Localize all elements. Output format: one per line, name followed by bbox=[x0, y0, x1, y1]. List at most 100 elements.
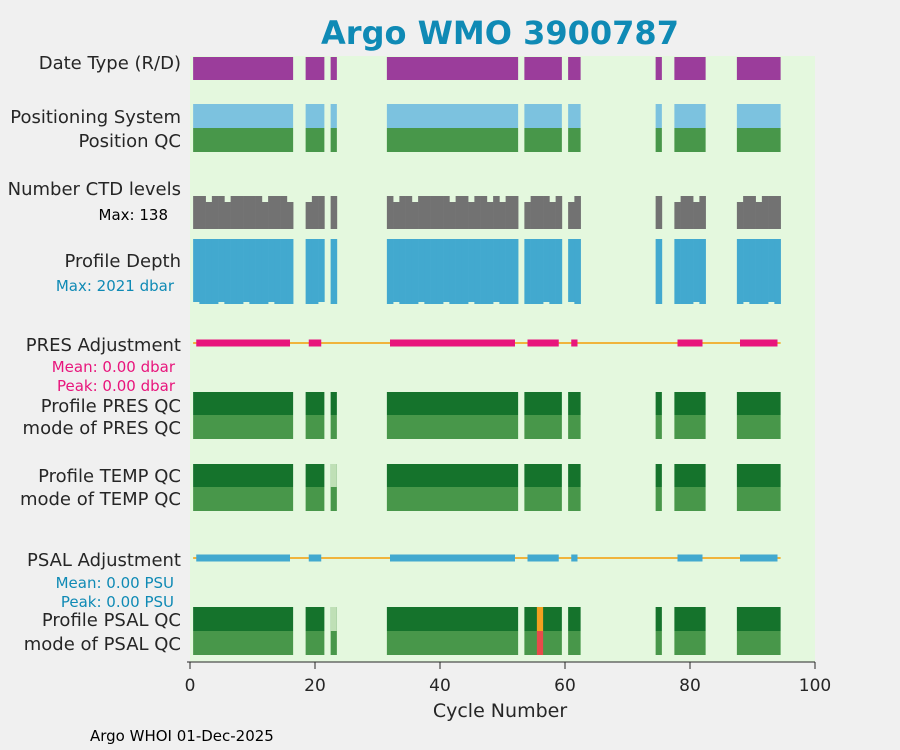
profile-depth-bar-46 bbox=[474, 239, 481, 304]
ctd-level-bar-14 bbox=[274, 196, 281, 229]
data_type-bar-1 bbox=[305, 57, 325, 80]
ctd-level-bar-51 bbox=[505, 196, 513, 229]
ctd-level-bar-88 bbox=[736, 202, 744, 229]
data_type-bar-8 bbox=[736, 57, 781, 80]
pres_profile_qc-bar-1 bbox=[305, 392, 325, 415]
ctd-level-bar-33 bbox=[393, 202, 400, 229]
profile-depth-bar-40 bbox=[436, 239, 444, 304]
position_qc-bar-6 bbox=[655, 128, 662, 152]
pres_mode_qc-bar-8 bbox=[736, 415, 781, 439]
chart-marks bbox=[193, 57, 781, 655]
psal_mode_qc-bar-5 bbox=[568, 631, 581, 655]
row-label-pres_mode_qc: mode of PRES QC bbox=[23, 418, 181, 439]
ctd-level-bar-94 bbox=[774, 196, 781, 229]
profile-depth-bar-36 bbox=[411, 239, 419, 304]
pres_adj-segment-1 bbox=[308, 339, 322, 347]
psal_profile_qc-bar-3 bbox=[386, 607, 519, 631]
psal_mode_qc-cell-56 bbox=[536, 631, 544, 655]
psal_adj-segment-6 bbox=[740, 554, 778, 562]
ctd-level-bar-34 bbox=[399, 196, 406, 229]
ctd-level-bar-59 bbox=[555, 196, 563, 229]
profile-depth-bar-57 bbox=[543, 239, 550, 302]
profile-depth-bar-6 bbox=[224, 239, 231, 304]
temp_mode_qc-bar-8 bbox=[736, 487, 781, 511]
profile-depth-bar-41 bbox=[443, 239, 450, 302]
psal_mode_qc-bar-0 bbox=[193, 631, 294, 655]
ctd-level-bar-55 bbox=[530, 196, 538, 229]
x-tick-label-60: 60 bbox=[554, 676, 576, 696]
profile-depth-bar-37 bbox=[418, 239, 425, 302]
ctd-level-bar-4 bbox=[211, 196, 219, 229]
ctd-level-bar-80 bbox=[686, 196, 694, 229]
positioning-bar-2 bbox=[330, 104, 337, 128]
ctd-level-bar-75 bbox=[655, 196, 663, 229]
row-label-profile_depth: Profile Depth bbox=[64, 251, 181, 272]
row-label-temp_profile_qc: Profile TEMP QC bbox=[38, 466, 181, 487]
ctd-level-bar-21 bbox=[318, 196, 325, 229]
ctd-level-bar-49 bbox=[493, 196, 500, 229]
position_qc-bar-1 bbox=[305, 128, 325, 152]
ctd-level-bar-89 bbox=[743, 196, 750, 229]
ctd-level-bar-40 bbox=[436, 196, 444, 229]
pres_mode_qc-bar-2 bbox=[330, 415, 337, 439]
ctd-level-bar-42 bbox=[449, 202, 456, 229]
x-tick-label-100: 100 bbox=[799, 676, 831, 696]
ctd-level-bar-46 bbox=[474, 196, 481, 229]
x-tick-label-0: 0 bbox=[185, 676, 196, 696]
x-tick-label-20: 20 bbox=[304, 676, 326, 696]
profile-depth-bar-39 bbox=[430, 239, 438, 304]
profile-depth-bar-50 bbox=[499, 239, 506, 304]
psal_profile_qc-bar-8 bbox=[736, 607, 781, 631]
profile-depth-bar-35 bbox=[405, 239, 413, 304]
profile-depth-bar-15 bbox=[280, 239, 288, 304]
ctd-level-bar-48 bbox=[486, 202, 494, 229]
profile-depth-bar-14 bbox=[274, 239, 281, 304]
profile-depth-bar-21 bbox=[318, 239, 325, 302]
pres_mode_qc-bar-7 bbox=[674, 415, 706, 439]
profile-depth-bar-23 bbox=[330, 239, 338, 304]
row-label-data_type: Date Type (R/D) bbox=[39, 53, 181, 74]
temp_mode_qc-bar-4 bbox=[524, 487, 562, 511]
x-axis-label: Cycle Number bbox=[433, 700, 567, 722]
psal_mode_qc-bar-3 bbox=[386, 631, 519, 655]
profile-depth-bar-11 bbox=[255, 239, 263, 304]
profile-depth-bar-59 bbox=[555, 239, 563, 304]
ctd-level-bar-23 bbox=[330, 196, 338, 229]
profile-depth-bar-82 bbox=[699, 239, 706, 304]
profile-depth-bar-19 bbox=[305, 239, 313, 304]
psal_mode_qc-bar-2 bbox=[330, 631, 337, 655]
profile-depth-bar-92 bbox=[761, 239, 769, 304]
temp_profile_qc-bar-6 bbox=[655, 464, 662, 487]
position_qc-bar-3 bbox=[386, 128, 519, 152]
profile-depth-bar-45 bbox=[468, 239, 475, 302]
pres_mode_qc-bar-1 bbox=[305, 415, 325, 439]
position_qc-bar-2 bbox=[330, 128, 337, 152]
pres_mode_qc-bar-6 bbox=[655, 415, 662, 439]
profile-depth-bar-62 bbox=[574, 239, 581, 304]
temp_profile_qc-cell-23 bbox=[330, 464, 337, 487]
profile-depth-bar-3 bbox=[205, 239, 213, 304]
psal_adj-segment-5 bbox=[677, 554, 703, 562]
ctd-level-bar-57 bbox=[543, 196, 550, 229]
ctd-level-bar-5 bbox=[218, 196, 225, 229]
ctd-level-bar-38 bbox=[424, 196, 431, 229]
profile-depth-bar-49 bbox=[493, 239, 500, 302]
temp_mode_qc-bar-7 bbox=[674, 487, 706, 511]
data_type-bar-2 bbox=[330, 57, 337, 80]
profile-depth-bar-51 bbox=[505, 239, 513, 304]
row-note-profile_depth-note: Max: 2021 dbar bbox=[56, 277, 175, 295]
ctd-level-bar-36 bbox=[411, 202, 419, 229]
profile-depth-bar-1 bbox=[193, 239, 200, 302]
row-label-position_qc: Position QC bbox=[78, 131, 181, 152]
ctd-level-bar-12 bbox=[261, 202, 269, 229]
positioning-bar-6 bbox=[655, 104, 662, 128]
pres_profile_qc-bar-0 bbox=[193, 392, 294, 415]
pres_profile_qc-bar-6 bbox=[655, 392, 662, 415]
ctd-level-bar-78 bbox=[674, 202, 681, 229]
profile-depth-bar-9 bbox=[243, 239, 250, 302]
temp_profile_qc-bar-3 bbox=[386, 464, 519, 487]
psal_profile_qc-cell-56 bbox=[536, 607, 544, 631]
pres_profile_qc-bar-3 bbox=[386, 392, 519, 415]
temp_mode_qc-bar-5 bbox=[568, 487, 581, 511]
profile-depth-bar-80 bbox=[686, 239, 694, 304]
